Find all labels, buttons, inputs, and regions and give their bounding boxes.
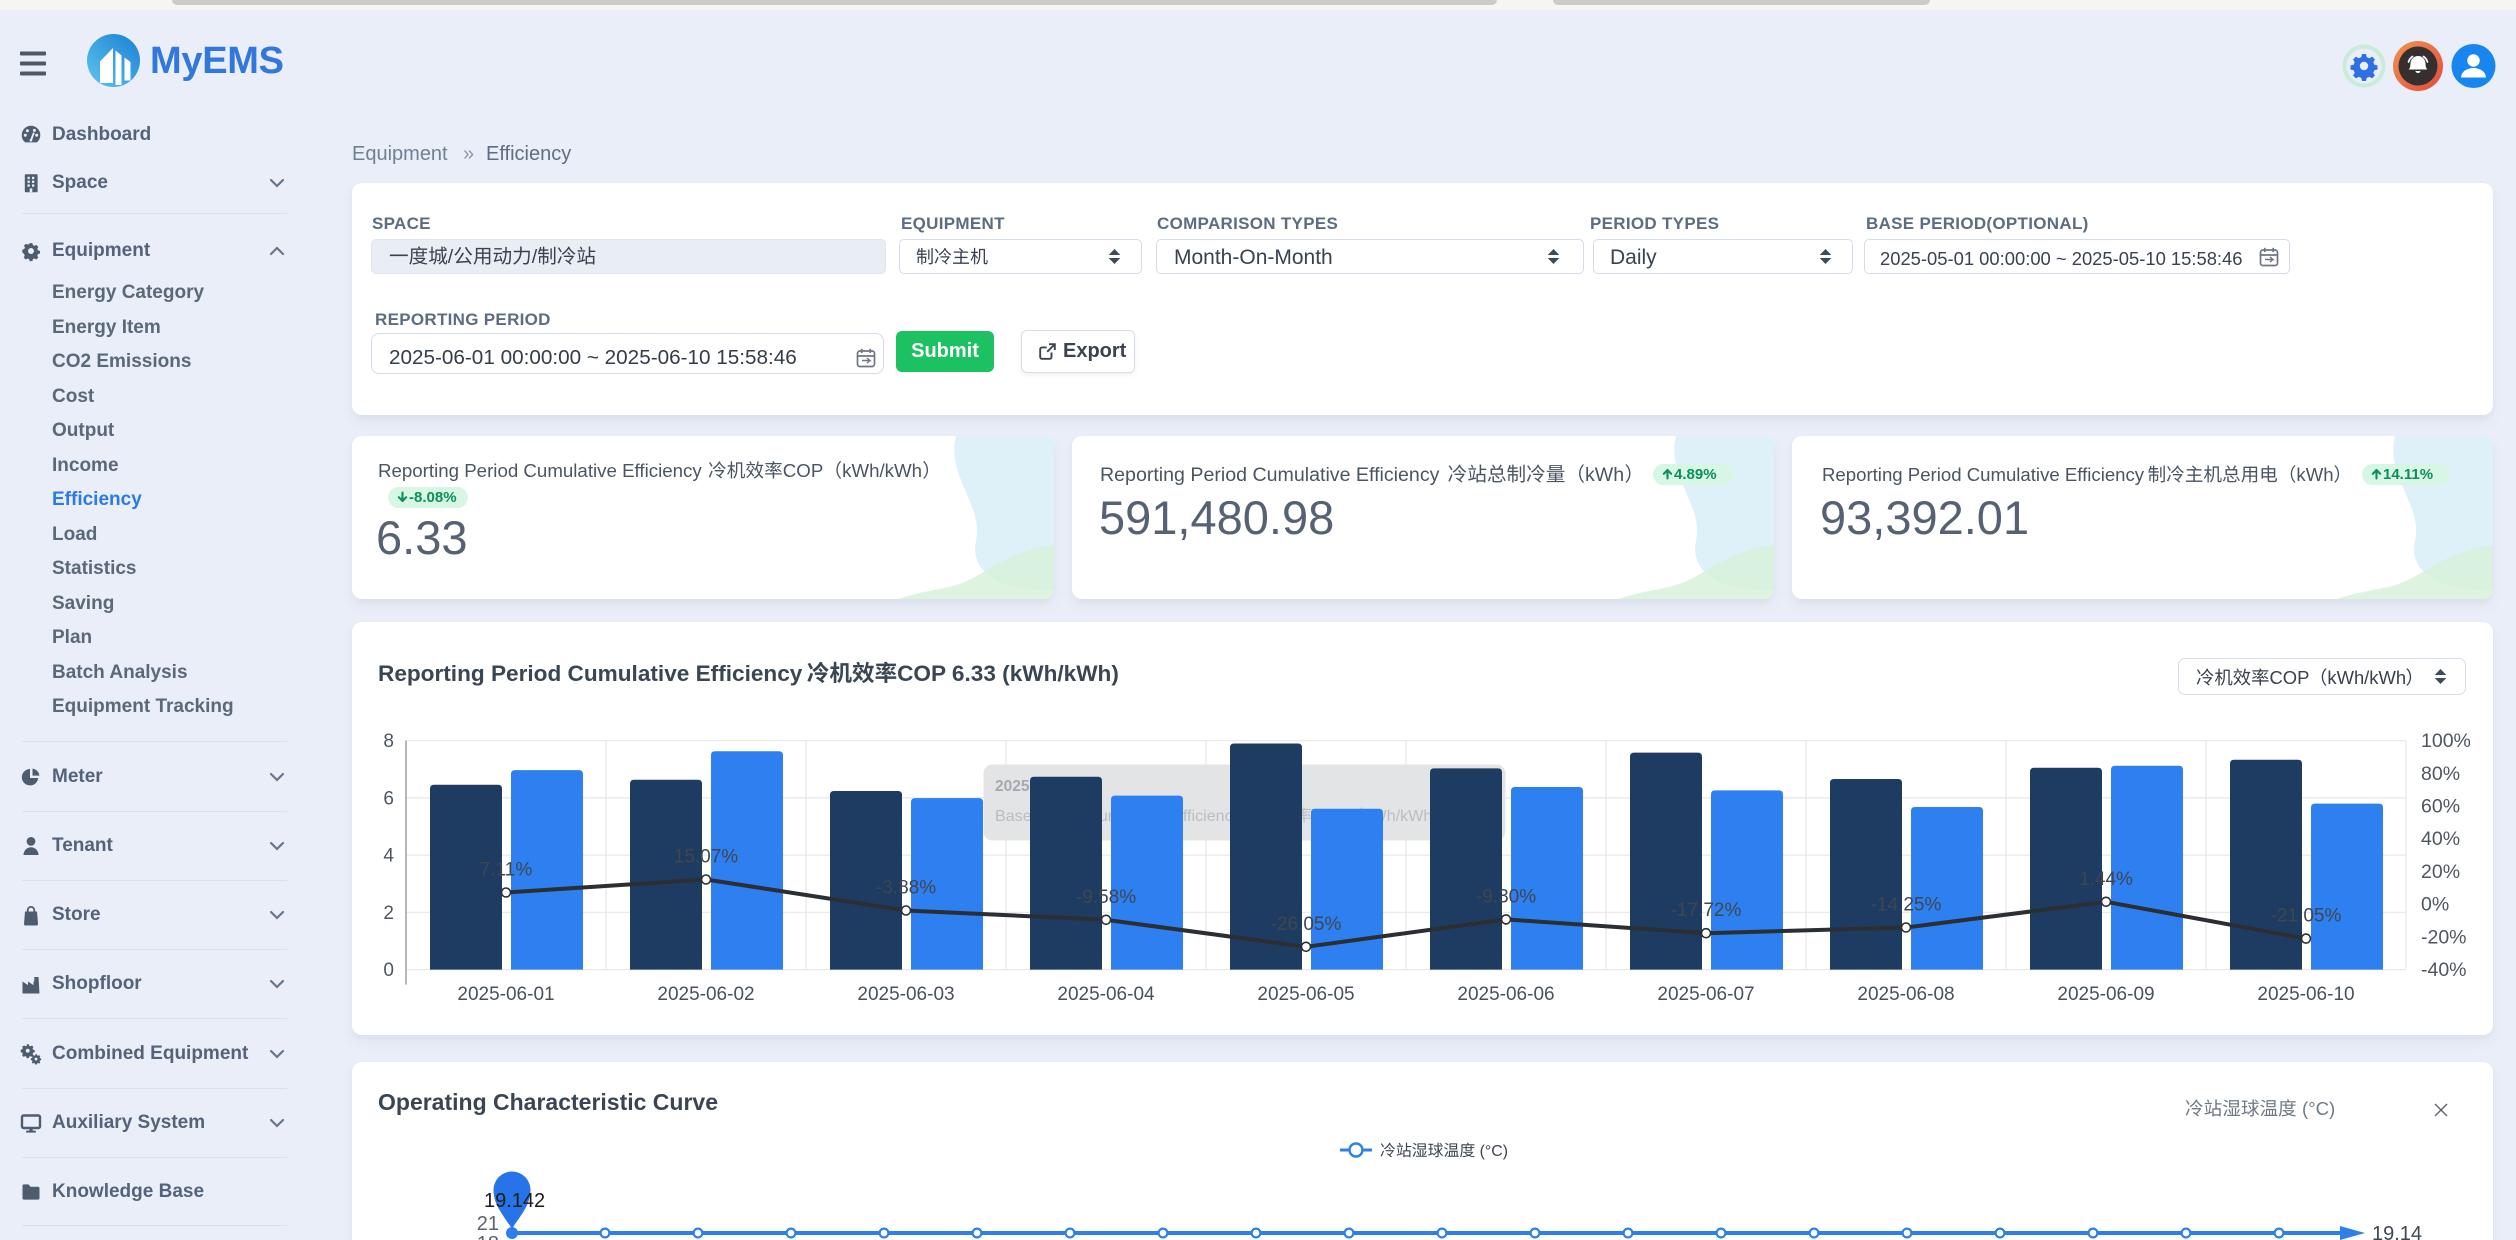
svg-text:1.44%: 1.44%	[2079, 869, 2133, 890]
svg-text:2025-06-09: 2025-06-09	[2057, 984, 2154, 1005]
svg-text:-20%: -20%	[2421, 926, 2467, 948]
svg-text:2025-06-03: 2025-06-03	[857, 984, 954, 1005]
svg-text:8: 8	[383, 731, 394, 752]
svg-text:21: 21	[477, 1213, 499, 1235]
svg-text:15.07%: 15.07%	[674, 847, 739, 868]
svg-text:80%: 80%	[2421, 763, 2460, 785]
svg-text:19.142: 19.142	[484, 1190, 545, 1212]
svg-text:2025-06-05: 2025-06-05	[1257, 984, 1354, 1005]
svg-text:2025-06-04: 2025-06-04	[1057, 984, 1155, 1005]
svg-text:-14.25%: -14.25%	[1871, 895, 1942, 916]
svg-text:2025-06-06: 2025-06-06	[1457, 984, 1554, 1005]
svg-text:40%: 40%	[2421, 828, 2460, 850]
svg-text:2025-06-07: 2025-06-07	[1657, 984, 1754, 1005]
svg-text:-26.05%: -26.05%	[1271, 914, 1342, 935]
svg-text:18: 18	[477, 1233, 499, 1240]
svg-text:-9.30%: -9.30%	[1476, 886, 1536, 907]
svg-text:0: 0	[383, 960, 394, 981]
svg-text:-3.88%: -3.88%	[876, 878, 936, 899]
svg-text:-17.72%: -17.72%	[1671, 900, 1742, 921]
svg-text:60%: 60%	[2421, 796, 2460, 818]
svg-text:20%: 20%	[2421, 861, 2460, 883]
svg-text:6: 6	[383, 788, 394, 809]
svg-text:2025-06-08: 2025-06-08	[1857, 984, 1954, 1005]
svg-text:2: 2	[383, 903, 394, 924]
svg-text:19.14: 19.14	[2372, 1223, 2422, 1240]
svg-text:7.11%: 7.11%	[480, 860, 533, 881]
svg-text:-21.05%: -21.05%	[2271, 906, 2342, 927]
svg-text:-9.58%: -9.58%	[1076, 887, 1136, 908]
svg-text:100%: 100%	[2421, 730, 2471, 752]
svg-text:2025-06-10: 2025-06-10	[2257, 984, 2354, 1005]
svg-text:4: 4	[383, 846, 394, 867]
svg-text:2025-06-02: 2025-06-02	[657, 984, 754, 1005]
svg-text:0%: 0%	[2421, 894, 2449, 916]
svg-text:-40%: -40%	[2421, 959, 2467, 981]
svg-text:2025-06-01: 2025-06-01	[457, 984, 554, 1005]
